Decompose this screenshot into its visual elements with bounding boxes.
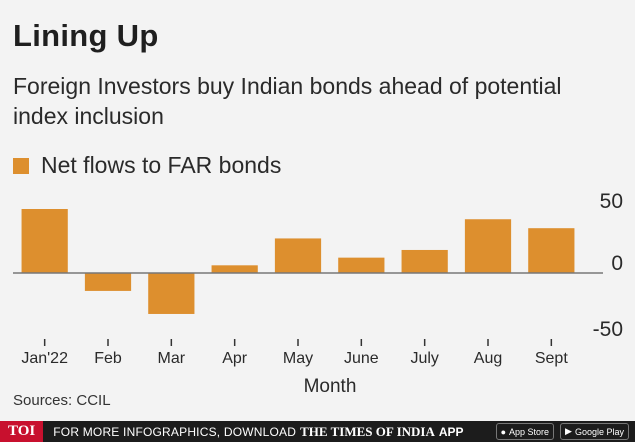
bar-8 <box>528 228 575 273</box>
x-tick-label-5: June <box>344 350 379 367</box>
y-tick-label-1: 0 <box>611 252 623 275</box>
footer-brand-logo: TOI <box>0 421 44 442</box>
google-play-button[interactable]: ▶ Google Play <box>560 423 629 440</box>
footer-banner: TOI FOR MORE INFOGRAPHICS, DOWNLOAD THE … <box>0 421 635 442</box>
x-tick-label-4: May <box>283 350 313 367</box>
footer-paper-name: THE TIMES OF INDIA <box>300 423 435 439</box>
x-tick-label-6: July <box>410 350 438 367</box>
chart-title: Lining Up <box>13 18 159 53</box>
x-axis-title: Month <box>304 376 357 397</box>
source-note: Sources: CCIL <box>13 392 111 409</box>
bar-7 <box>464 219 512 273</box>
bar-chart: Jan'22 Feb Mar Apr May June July Aug Sept 50 0 -50 M… <box>13 190 623 397</box>
y-tick-label-0: 50 <box>600 190 623 213</box>
bar-3 <box>211 265 258 273</box>
x-tick-label-2: Mar <box>158 350 186 367</box>
bar-4 <box>274 238 322 273</box>
chart-subtitle: Foreign Investors buy Indian bonds ahead… <box>13 73 562 129</box>
y-tick-label-2: -50 <box>593 318 623 341</box>
app-store-button[interactable]: ● App Store <box>495 423 555 440</box>
bar-2 <box>148 273 195 314</box>
apple-icon: ● <box>500 426 507 437</box>
x-tick-label-7: Aug <box>474 350 502 367</box>
app-store-label: App Store <box>509 426 550 437</box>
legend: Net flows to FAR bonds <box>13 152 281 179</box>
footer-app-word: APP <box>438 424 464 439</box>
x-tick-label-3: Apr <box>222 350 248 367</box>
x-tick-label-8: Sept <box>535 350 568 367</box>
x-tick-label-1: Feb <box>94 350 122 367</box>
legend-swatch <box>13 157 29 174</box>
bar-5 <box>338 257 385 273</box>
legend-label: Net flows to FAR bonds <box>41 152 282 178</box>
footer-cta: FOR MORE INFOGRAPHICS, DOWNLOAD <box>53 424 297 439</box>
bar-6 <box>401 249 448 273</box>
x-tick-label-0: Jan'22 <box>21 350 68 367</box>
play-icon: ▶ <box>565 426 572 436</box>
bar-1 <box>84 273 132 291</box>
bar-0 <box>21 209 68 273</box>
google-play-label: Google Play <box>574 426 624 437</box>
